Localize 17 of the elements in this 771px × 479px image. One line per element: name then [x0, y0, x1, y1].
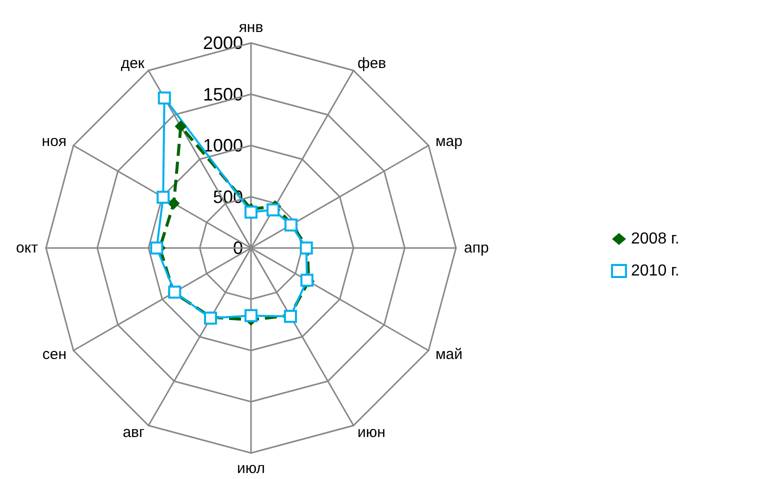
- spoke-label: июл: [236, 460, 266, 477]
- spoke-label: сен: [42, 346, 67, 363]
- spoke-label: май: [435, 346, 463, 363]
- spoke-label: фев: [358, 55, 386, 72]
- spoke-label: апр: [464, 240, 489, 256]
- spoke-label: июн: [358, 424, 386, 441]
- legend-label: 2008 г.: [631, 230, 680, 248]
- spoke-label: янв: [238, 19, 264, 36]
- spoke-label: дек: [120, 55, 145, 72]
- spoke-label: мар: [435, 133, 462, 150]
- y-tick-label: 2000: [202, 33, 243, 53]
- legend-label: 2010 г.: [631, 262, 680, 280]
- spoke-label: окт: [16, 240, 38, 256]
- y-tick-label: 1000: [202, 136, 243, 156]
- spoke-label: ноя: [42, 133, 67, 150]
- y-tick-label: 1500: [202, 84, 243, 104]
- spoke-label: авг: [122, 424, 146, 441]
